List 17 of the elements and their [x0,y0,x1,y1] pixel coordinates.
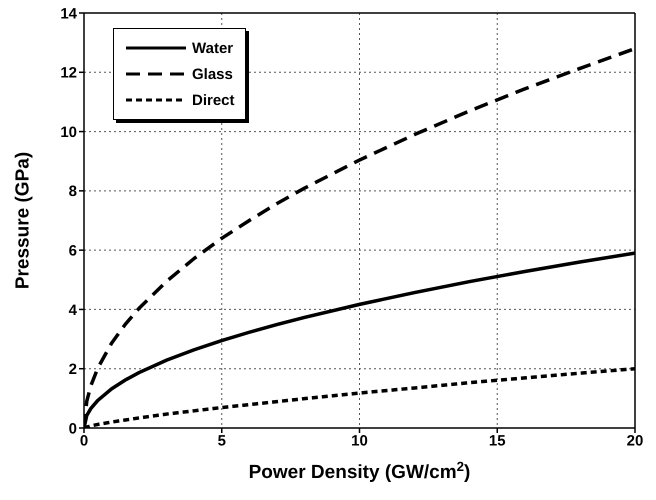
x-tick-label: 20 [626,432,644,450]
y-tick-label: 12 [60,64,77,82]
y-tick-label: 6 [68,242,77,260]
x-axis-title: Power Density (GW/cm$^{2}$) [248,458,470,483]
y-tick-label: 14 [60,5,78,22]
legend-label: Water [192,40,234,56]
x-tick-label: 15 [488,432,506,450]
y-tick-label: 10 [60,124,77,141]
legend-label: Direct [192,92,235,108]
y-tick-label: 0 [68,420,77,438]
y-tick-label: 8 [68,183,77,200]
x-tick-label: 10 [351,432,368,450]
y-tick-label: 4 [68,302,78,319]
x-tick-label: 5 [218,432,226,450]
legend-label: Glass [192,66,233,82]
y-tick-label: 2 [68,361,77,378]
y-axis-title: Pressure (GPa) [12,152,34,290]
